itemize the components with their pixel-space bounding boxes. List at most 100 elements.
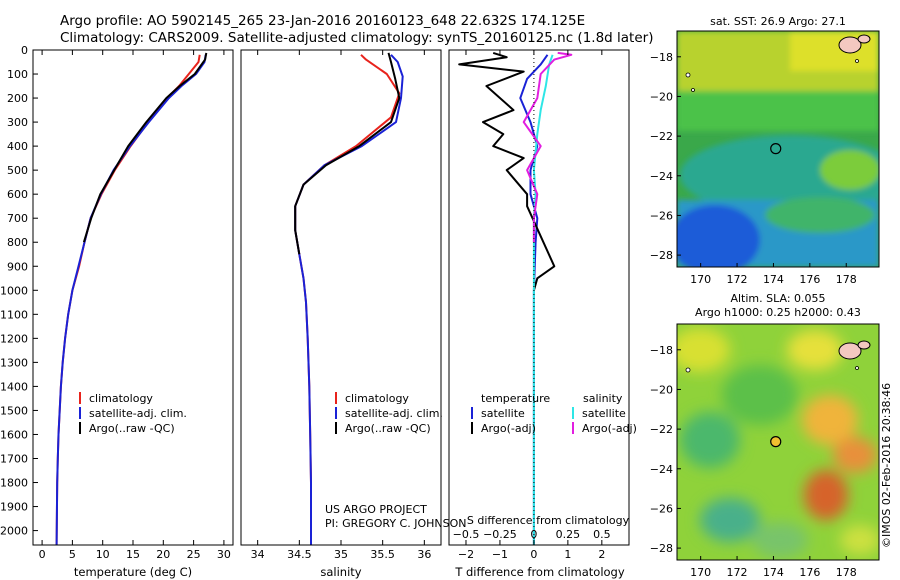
legend-label-satellite: satellite-adj. clim. xyxy=(89,407,187,420)
difference-bottom-label: T difference from climatology xyxy=(454,565,625,579)
sla-blob xyxy=(787,330,843,370)
sst-warm-east xyxy=(820,150,879,190)
island-fiji xyxy=(838,342,862,360)
temperature-x-axis: 0 5 10 15 20 25 30 xyxy=(39,50,231,561)
sla-blob xyxy=(802,395,858,445)
x-tick-label: 10 xyxy=(96,548,110,561)
legend-label-satellite: satellite-adj. clim. xyxy=(345,407,443,420)
depth-axis: 0 100 200 300 400 500 600 700 800 900 1000 1100 1200… xyxy=(0,44,38,538)
argo-position-marker xyxy=(770,436,782,448)
temperature-series-group xyxy=(55,52,208,545)
sla-map: Altim. SLA: 0.055 Argo h1000: 0.25 h2000… xyxy=(650,292,880,579)
island-small xyxy=(685,72,691,78)
temperature-legend: climatology satellite-adj. clim. Argo(..… xyxy=(79,392,187,435)
argo-position-marker xyxy=(770,143,782,155)
map-lon-label: 172 xyxy=(727,273,748,286)
island-vanua-levu xyxy=(857,340,871,350)
project-line2: PI: GREGORY C. JOHNSON xyxy=(325,517,466,530)
map-lat-label: −18 xyxy=(650,51,673,64)
map-lon-label: 178 xyxy=(836,273,857,286)
x-tick-label: −2 xyxy=(458,548,474,561)
sla-blob xyxy=(804,470,848,520)
sst-map-title: sat. SST: 26.9 Argo: 27.1 xyxy=(710,15,846,28)
x-tick-label-top: −0.5 xyxy=(453,528,480,541)
sst-map-field xyxy=(677,31,879,267)
figure-title-line1: Argo profile: AO 5902145_265 23-Jan-2016… xyxy=(60,13,586,29)
map-lon-label: 170 xyxy=(690,566,711,579)
island-fiji xyxy=(838,36,862,54)
legend-title-temperature: temperature xyxy=(481,392,550,405)
sla-blob xyxy=(752,522,808,558)
depth-tick-label: 1600 xyxy=(0,428,28,441)
series-satellite-adj-clim- xyxy=(294,54,404,545)
x-tick-label-top: 0.25 xyxy=(556,528,581,541)
x-tick-label: 20 xyxy=(156,548,170,561)
map-lat-label: −24 xyxy=(650,170,673,183)
map-lon-label: 170 xyxy=(690,273,711,286)
depth-tick-label: 400 xyxy=(7,140,28,153)
sst-map-frame xyxy=(676,30,880,268)
series-argo-raw-qc- xyxy=(82,52,208,243)
series-argo-raw-qc- xyxy=(294,52,401,255)
map-lat-label: −28 xyxy=(650,542,673,555)
salinity-legend: climatology satellite-adj. clim. Argo(..… xyxy=(335,392,443,435)
difference-top-label: S difference from climatology xyxy=(467,514,630,527)
sla-blob xyxy=(833,437,877,473)
map-lat-label: −22 xyxy=(650,423,673,436)
map-lat-label: −20 xyxy=(650,90,673,103)
x-tick-label: 34.5 xyxy=(287,548,312,561)
depth-tick-label: 200 xyxy=(7,92,28,105)
map-lat-label: −26 xyxy=(650,502,673,515)
sla-anomaly-blobs xyxy=(677,328,879,558)
legend-label-temp-satellite: satellite xyxy=(481,407,525,420)
sla-map-frame xyxy=(676,323,880,561)
depth-tick-label: 300 xyxy=(7,116,28,129)
x-tick-label: −1 xyxy=(492,548,508,561)
difference-series-group xyxy=(458,50,573,545)
legend-title-salinity: salinity xyxy=(583,392,623,405)
x-tick-label: 30 xyxy=(217,548,231,561)
difference-x-axis: −2 −1 0 1 2 −0.5 −0.25 0 0.25 0.5 xyxy=(453,50,611,561)
legend-label-argo: Argo(..raw -QC) xyxy=(345,422,431,435)
x-tick-label: 0 xyxy=(530,548,537,561)
sla-blob xyxy=(840,525,879,555)
series-satellite-adj-clim- xyxy=(55,54,207,545)
map-lat-label: −24 xyxy=(650,463,673,476)
x-tick-label-top: 0.5 xyxy=(593,528,611,541)
legend-label-argo: Argo(..raw -QC) xyxy=(89,422,175,435)
depth-tick-label: 1200 xyxy=(0,332,28,345)
depth-tick-label: 700 xyxy=(7,212,28,225)
map-lon-label: 176 xyxy=(799,273,820,286)
depth-tick-label: 800 xyxy=(7,236,28,249)
depth-tick-label: 1000 xyxy=(0,284,28,297)
sla-map-axes: 170 172 174 176 178 −18 −20 −22 −24 −26 −28 xyxy=(650,344,857,579)
difference-panel-frame xyxy=(448,49,630,546)
depth-tick-label: 100 xyxy=(7,68,28,81)
x-tick-label: 34 xyxy=(251,548,265,561)
island-small xyxy=(685,367,691,373)
series-salinity-argo-adj- xyxy=(522,51,573,243)
sla-map-field xyxy=(677,324,879,560)
depth-tick-label: 900 xyxy=(7,260,28,273)
x-tick-label: 35 xyxy=(334,548,348,561)
legend-label-sal-argo: Argo(-adj) xyxy=(582,422,637,435)
map-lat-label: −28 xyxy=(650,249,673,262)
sla-blob xyxy=(700,498,760,542)
salinity-x-axis: 34 34.5 35 35.5 36 xyxy=(251,50,431,561)
sst-map: sat. SST: 26.9 Argo: 27.1 xyxy=(650,15,880,286)
legend-label-sal-satellite: satellite xyxy=(582,407,626,420)
salinity-series-group xyxy=(294,52,404,545)
depth-tick-label: 1300 xyxy=(0,356,28,369)
series-temperature-argo-adj- xyxy=(458,51,556,291)
x-tick-label: 1 xyxy=(564,548,571,561)
salinity-panel-frame xyxy=(240,49,442,546)
depth-tick-label: 500 xyxy=(7,164,28,177)
sla-blob xyxy=(722,365,798,425)
sla-blob xyxy=(680,412,740,468)
series-climatology xyxy=(55,54,201,545)
legend-label-climatology: climatology xyxy=(89,392,153,405)
depth-tick-label: 1500 xyxy=(0,404,28,417)
series-salinity-satellite xyxy=(532,54,554,545)
x-tick-label: 36 xyxy=(417,548,431,561)
map-lon-label: 174 xyxy=(763,273,784,286)
